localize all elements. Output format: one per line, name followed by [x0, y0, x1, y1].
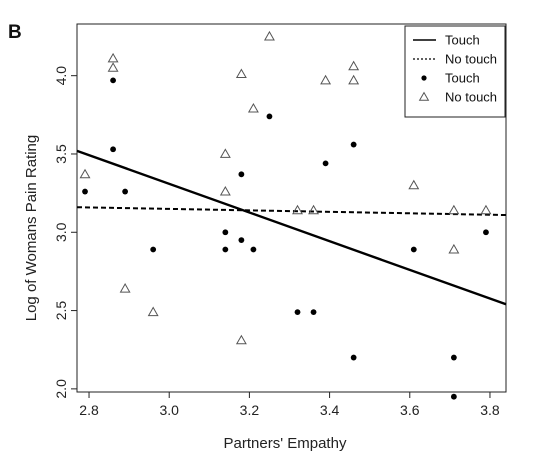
point-touch-6 [222, 246, 229, 253]
y-tick-label-0: 2.0 [53, 379, 69, 399]
point-no-touch-4 [147, 306, 159, 317]
point-touch-18 [450, 393, 457, 400]
point-no-touch-1 [107, 52, 119, 63]
point-touch-16 [410, 246, 417, 253]
legend-label-0: Touch [445, 33, 480, 48]
x-tick-label-4: 3.6 [400, 402, 420, 418]
x-tick-label-3: 3.4 [320, 402, 340, 418]
y-tick-label-2: 3.0 [53, 222, 69, 242]
legend-key-triangle-icon [418, 91, 430, 101]
point-touch-1 [110, 77, 116, 84]
point-no-touch-10 [263, 30, 275, 41]
y-axis-title: Log of Womans Pain Rating [23, 135, 40, 322]
point-touch-9 [250, 246, 257, 253]
axes: 2.8 3.0 3.2 3.4 3.6 3.8 2.0 2.5 3.0 3.5 4.0 [53, 23, 507, 418]
point-touch-2 [110, 146, 116, 153]
point-touch-19 [483, 229, 489, 236]
point-touch-17 [450, 354, 457, 361]
point-no-touch-0 [79, 168, 91, 179]
point-no-touch-2 [107, 62, 119, 72]
point-no-touch-3 [119, 283, 131, 293]
legend: Touch No touch Touch No touch [404, 25, 506, 118]
y-tick-label-1: 2.5 [53, 301, 69, 321]
point-touch-3 [122, 188, 129, 195]
point-no-touch-5 [219, 148, 231, 158]
point-no-touch-6 [219, 185, 231, 196]
legend-label-2: Touch [445, 71, 480, 86]
point-touch-5 [222, 229, 229, 236]
point-no-touch-9 [247, 102, 259, 113]
y-tick-label-4: 4.0 [53, 66, 69, 86]
point-no-touch-19 [480, 204, 492, 215]
point-no-touch-15 [348, 74, 360, 85]
point-touch-10 [266, 113, 273, 120]
point-touch-11 [294, 309, 301, 316]
point-no-touch-16 [408, 179, 420, 190]
x-tick-label-0: 2.8 [79, 402, 99, 418]
x-tick-label-2: 3.2 [240, 402, 260, 418]
point-no-touch-12 [308, 204, 320, 215]
fit-line-dashed [76, 206, 507, 217]
point-no-touch-7 [235, 68, 247, 79]
point-no-touch-13 [320, 74, 332, 85]
point-no-touch-11 [292, 204, 303, 215]
fit-lines [76, 149, 507, 306]
point-no-touch-14 [348, 60, 360, 71]
legend-key-circle-icon [421, 75, 427, 81]
point-touch-13 [322, 160, 329, 167]
legend-label-3: No touch [445, 90, 497, 105]
x-tick-label-1: 3.0 [159, 402, 179, 418]
point-touch-14 [350, 141, 357, 148]
point-touch-4 [150, 246, 157, 253]
point-no-touch-17 [448, 204, 460, 215]
legend-box [404, 25, 506, 118]
data-points [79, 30, 492, 400]
x-tick-label-5: 3.8 [480, 402, 500, 418]
panel-label: B [8, 22, 22, 43]
fit-line-solid [76, 149, 507, 306]
x-axis-title: Partners' Empathy [224, 435, 347, 452]
y-tick-label-3: 3.5 [53, 144, 69, 164]
point-touch-12 [310, 309, 317, 316]
legend-label-1: No touch [445, 52, 497, 67]
point-touch-8 [238, 237, 245, 244]
point-no-touch-8 [235, 334, 247, 345]
point-touch-7 [238, 171, 245, 178]
point-no-touch-18 [448, 243, 460, 254]
point-touch-15 [350, 354, 357, 361]
point-touch-0 [82, 188, 88, 195]
